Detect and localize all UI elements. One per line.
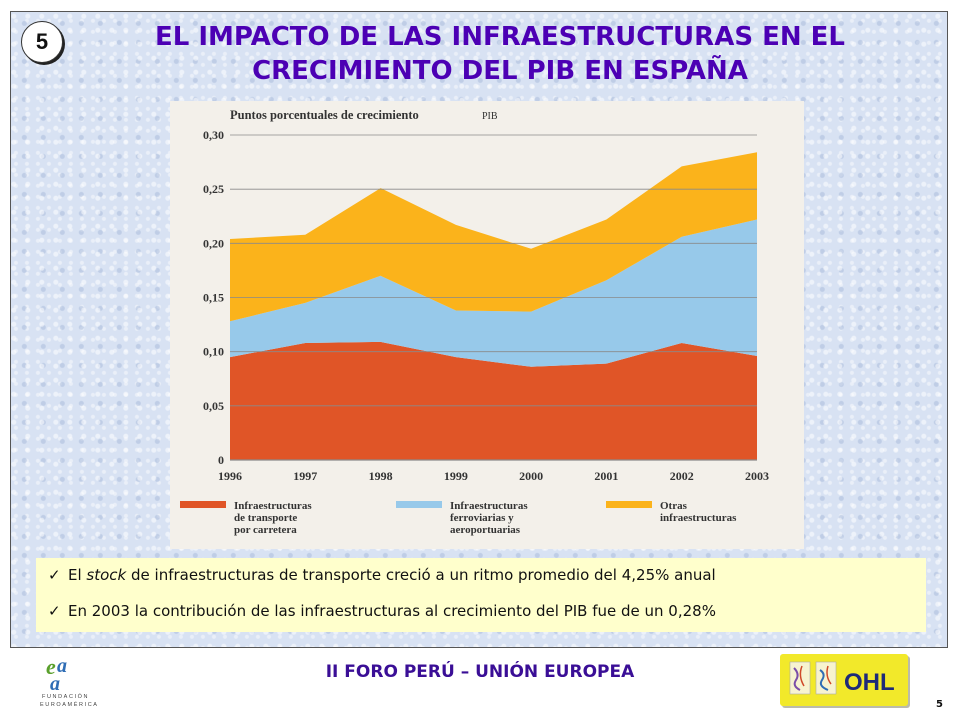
stacked-area-chart: 00,050,100,150,200,250,30 1996 1997 1998 19… [180, 108, 769, 536]
x-tick-label: 1996 [218, 469, 242, 483]
legend-label: por carretera [234, 524, 297, 536]
y-tick-label: 0,20 [203, 236, 224, 250]
bullet-item-stock-growth: ✓ El stock de infraestructuras de transp… [48, 566, 716, 584]
chart-areas [230, 152, 757, 460]
x-tick-label: 2000 [519, 469, 543, 483]
y-tick-label: 0,05 [203, 399, 224, 413]
x-tick-label: 2002 [670, 469, 694, 483]
slide-title-line-2: CRECIMIENTO DEL PIB EN ESPAÑA [252, 56, 748, 86]
check-icon: ✓ [48, 566, 61, 584]
ohl-logo: OHL [780, 654, 908, 706]
footer-title: II FORO PERÚ – UNIÓN EUROPEA [325, 662, 635, 682]
y-tick-label: 0,10 [203, 345, 224, 359]
y-tick-label: 0,25 [203, 182, 224, 196]
svg-text:a: a [50, 673, 60, 695]
legend-label: aeroportuarias [450, 524, 521, 536]
page-number: 5 [936, 699, 943, 710]
slide-title-line-1: EL IMPACTO DE LAS INFRAESTRUCTURAS EN EL [155, 22, 845, 52]
legend-swatch [606, 501, 652, 508]
bullet-text-2: En 2003 la contribución de las infraestr… [68, 602, 716, 620]
slide-title: EL IMPACTO DE LAS INFRAESTRUCTURAS EN EL… [100, 20, 900, 88]
y-axis-label: Puntos porcentuales de crecimiento [230, 108, 419, 122]
area-series-2 [230, 219, 757, 367]
legend-swatch [180, 501, 226, 508]
legend-label: Infraestructuras [450, 500, 528, 512]
svg-text:e: e [46, 654, 56, 679]
legend-label: de transporte [234, 512, 297, 524]
x-tick-label: 1999 [444, 469, 468, 483]
y-axis-label-suffix: PIB [482, 111, 498, 122]
x-axis-ticks: 1996 1997 1998 1999 2000 2001 2002 2003 [218, 469, 769, 483]
y-axis-ticks: 0 0,05 0,10 0,15 0,20 0,25 0,30 [203, 128, 224, 467]
x-tick-label: 2003 [745, 469, 769, 483]
slide-number-badge: 5 [21, 21, 63, 63]
chart-grid [230, 134, 757, 461]
x-tick-label: 1997 [293, 469, 317, 483]
area-series-1 [230, 341, 757, 460]
y-tick-label: 0,30 [203, 128, 224, 142]
svg-text:EUROAMÉRICA: EUROAMÉRICA [40, 701, 99, 708]
bullet-item-2003-contribution: ✓ En 2003 la contribución de las infraes… [48, 602, 716, 620]
legend-label: infraestructuras [660, 512, 737, 524]
bullet-box: ✓ El stock de infraestructuras de transp… [36, 558, 926, 632]
svg-text:a: a [57, 655, 67, 677]
svg-text:FUNDACIÓN: FUNDACIÓN [42, 693, 89, 700]
legend-swatch [396, 501, 442, 508]
legend-label: ferroviarias y [450, 512, 514, 524]
legend-label: Infraestructuras [234, 500, 312, 512]
y-tick-label: 0,15 [203, 291, 224, 305]
svg-text:OHL: OHL [844, 669, 895, 696]
chart-panel: 0 0,05 0,10 0,15 0,20 0,25 0,30 1996 1997 1998 19… [170, 101, 804, 549]
legend-label: Otras [660, 500, 688, 512]
bullet-text-1: El stock de infraestructuras de transpor… [68, 566, 716, 584]
y-tick-label: 0 [218, 453, 224, 467]
fundacion-euroamerica-logo: e a a FUNDACIÓN EUROAMÉRICA [40, 652, 120, 710]
check-icon: ✓ [48, 602, 61, 620]
x-tick-label: 1998 [369, 469, 393, 483]
x-tick-label: 2001 [594, 469, 618, 483]
area-series-3 [230, 152, 757, 322]
